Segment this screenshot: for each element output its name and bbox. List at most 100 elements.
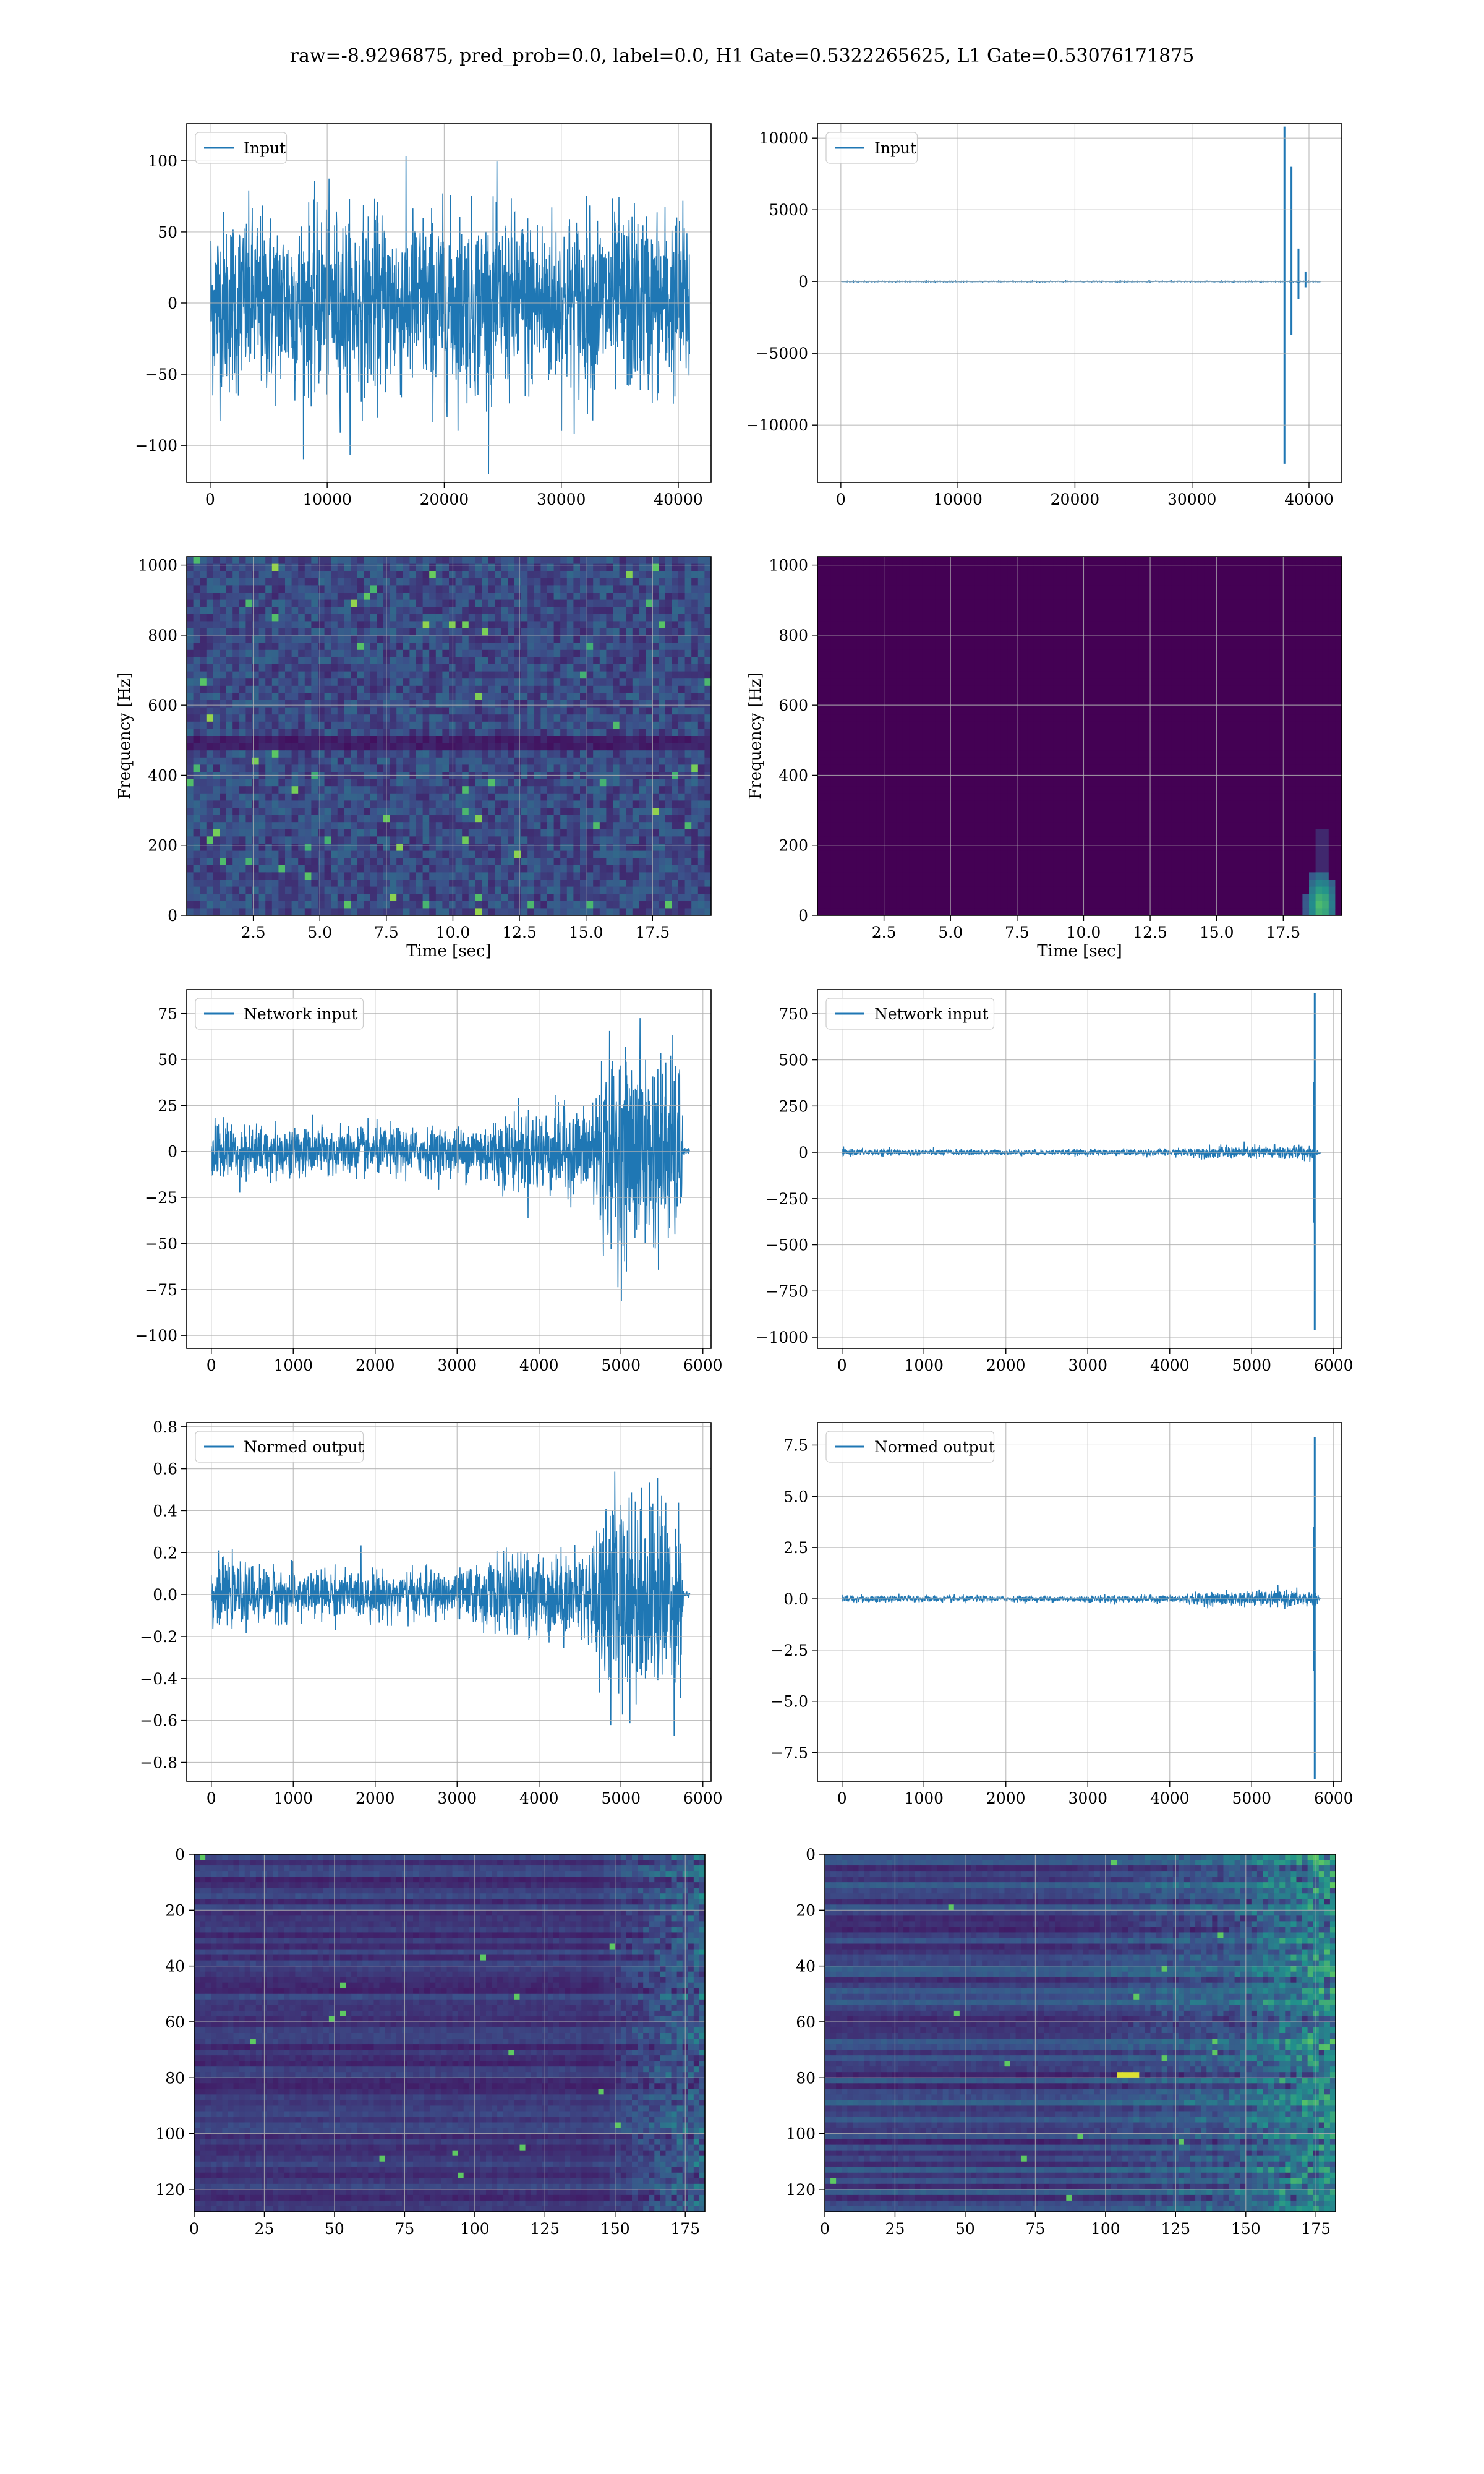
heatmap-cell — [442, 880, 450, 888]
heatmap-cell — [337, 822, 344, 830]
heatmap-cell — [573, 571, 581, 579]
heatmap-cell — [974, 557, 982, 565]
heatmap-cell — [285, 557, 292, 565]
heatmap-cell — [1151, 563, 1159, 571]
heatmap-cell — [593, 614, 600, 622]
heatmap-cell — [495, 872, 502, 880]
heatmap-cell — [258, 764, 266, 773]
heatmap-cell — [462, 844, 469, 852]
heatmap-cell — [817, 628, 825, 636]
heatmap-cell — [442, 614, 450, 622]
heatmap-cell — [508, 621, 515, 629]
heatmap-cell — [298, 894, 305, 902]
heatmap-cell — [390, 880, 397, 888]
heatmap-cell — [501, 621, 508, 629]
x-axis-label: Time [sec] — [406, 942, 492, 961]
heatmap-cell — [416, 721, 424, 729]
heatmap-cell — [646, 671, 653, 679]
heatmap-cell — [566, 894, 574, 902]
heatmap-cell — [1106, 585, 1113, 593]
heatmap-cell — [652, 850, 659, 858]
heatmap-cell — [580, 836, 587, 844]
heatmap-cell — [331, 607, 338, 615]
heatmap-cell — [422, 599, 430, 607]
heatmap-cell — [626, 557, 633, 565]
heatmap-cell — [540, 865, 548, 873]
heatmap-cell — [678, 721, 686, 729]
heatmap-cell — [220, 671, 227, 679]
heatmap-cell — [403, 844, 410, 852]
heatmap-cell — [514, 693, 522, 701]
heatmap-cell — [678, 678, 686, 687]
heatmap-cell — [672, 750, 679, 758]
heatmap-cell — [252, 880, 260, 888]
x-tick-label: 17.5 — [635, 923, 670, 941]
heatmap-cell — [449, 750, 456, 758]
heatmap-cell — [206, 808, 213, 816]
heatmap-cell — [652, 858, 659, 866]
heatmap-cell — [344, 800, 351, 808]
heatmap-cell — [462, 850, 469, 858]
heatmap-cell — [560, 822, 568, 830]
heatmap-cell — [265, 757, 273, 765]
heatmap-cell — [1178, 628, 1185, 636]
heatmap-cell — [1125, 614, 1133, 622]
heatmap-cell — [271, 880, 279, 888]
heatmap-cell — [1106, 621, 1113, 629]
heatmap-cell — [704, 707, 711, 715]
heatmap-cell — [435, 721, 443, 729]
heatmap-cell — [468, 607, 475, 615]
heatmap-cell — [553, 880, 561, 888]
heatmap-cell — [455, 886, 463, 894]
heatmap-cell — [646, 614, 653, 622]
heatmap-cell — [220, 635, 227, 643]
heatmap-cell — [678, 750, 686, 758]
heatmap-cell — [409, 693, 417, 701]
heatmap-cell — [383, 872, 391, 880]
heatmap-cell — [357, 901, 364, 909]
heatmap-cell — [697, 714, 705, 722]
heatmap-cell — [613, 664, 620, 672]
heatmap-cell — [639, 585, 646, 593]
heatmap-cell — [593, 886, 600, 894]
heatmap-cell — [547, 743, 555, 751]
heatmap-cell — [258, 729, 266, 737]
heatmap-cell — [672, 693, 679, 701]
heatmap-cell — [1328, 571, 1336, 579]
heatmap-cell — [646, 743, 653, 751]
heatmap-cell — [652, 643, 659, 651]
heatmap-cell — [245, 693, 253, 701]
heatmap-cell — [291, 901, 299, 909]
heatmap-cell — [514, 557, 522, 565]
heatmap-cell — [258, 685, 266, 693]
heatmap-cell — [613, 628, 620, 636]
heatmap-cell — [613, 800, 620, 808]
heatmap-cell — [697, 649, 705, 657]
heatmap-cell — [409, 614, 417, 622]
heatmap-cell — [311, 901, 318, 909]
heatmap-cell — [318, 836, 325, 844]
heatmap-cell — [278, 779, 286, 787]
heatmap-cell — [258, 585, 266, 593]
heatmap-cell — [200, 628, 207, 636]
heatmap-cell — [514, 607, 522, 615]
heatmap-cell — [626, 800, 633, 808]
heatmap-cell — [455, 836, 463, 844]
heatmap-cell — [455, 621, 463, 629]
heatmap-cell — [534, 808, 541, 816]
heatmap-cell — [396, 557, 404, 565]
heatmap-cell — [856, 599, 864, 607]
heatmap-cell — [344, 793, 351, 801]
heatmap-cell — [495, 571, 502, 579]
heatmap-cell — [252, 858, 260, 866]
heatmap-cell — [206, 578, 213, 586]
heatmap-cell — [377, 614, 384, 622]
heatmap-cell — [226, 593, 233, 601]
heatmap-cell — [606, 750, 613, 758]
heatmap-cell — [566, 578, 574, 586]
heatmap-cell — [501, 736, 508, 744]
heatmap-cell — [619, 643, 626, 651]
heatmap-cell — [409, 563, 417, 571]
heatmap-cell — [981, 628, 989, 636]
heatmap-cell — [429, 671, 437, 679]
